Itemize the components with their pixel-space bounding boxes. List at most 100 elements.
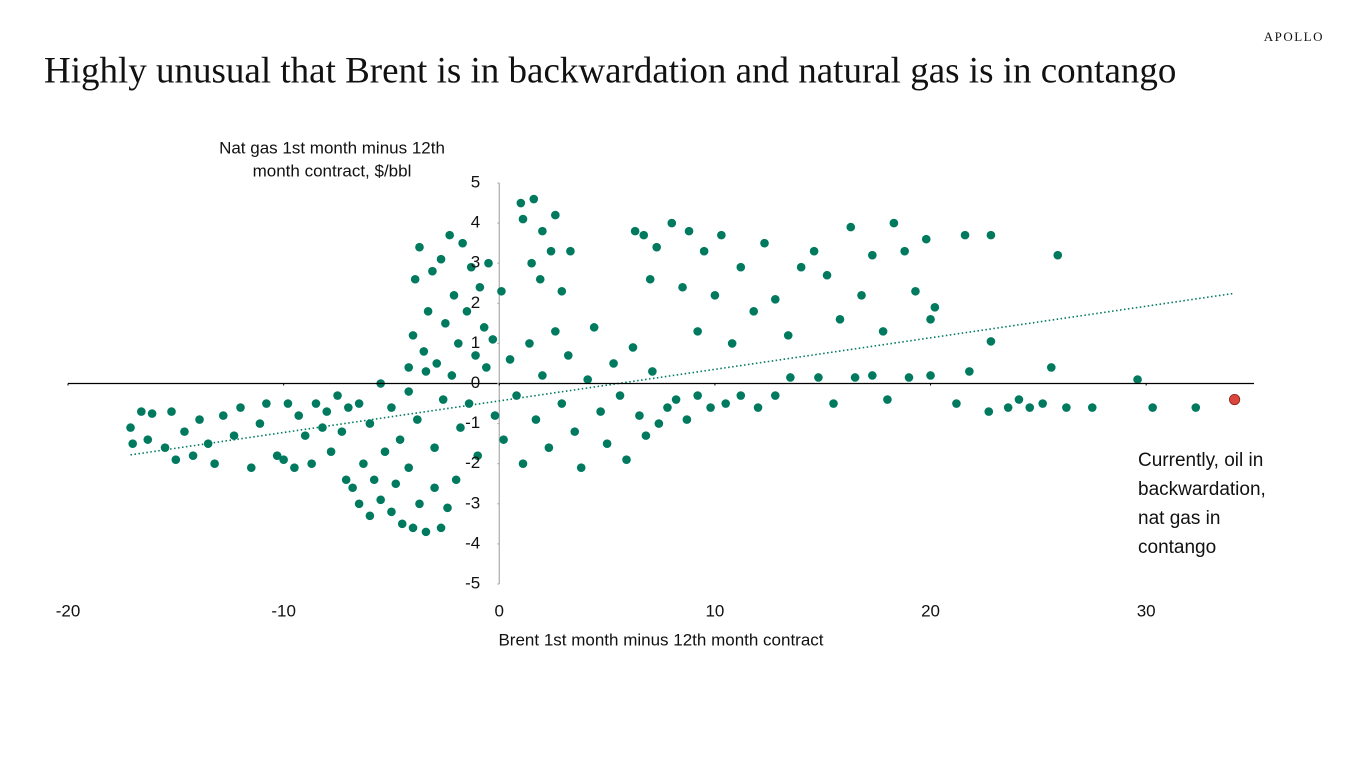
- data-point: [294, 411, 304, 420]
- data-point: [770, 391, 780, 400]
- data-point: [984, 407, 994, 416]
- data-point: [645, 274, 655, 284]
- data-point: [518, 459, 528, 469]
- data-point: [415, 499, 424, 509]
- y-tick-label: 4: [471, 213, 480, 232]
- data-point: [678, 282, 687, 292]
- data-point: [904, 373, 914, 382]
- data-point: [622, 455, 631, 464]
- data-point: [365, 511, 375, 521]
- data-point: [290, 463, 299, 473]
- data-point: [1053, 250, 1063, 260]
- data-point: [986, 337, 996, 346]
- data-point: [671, 395, 681, 404]
- data-point: [551, 210, 560, 220]
- data-point: [1003, 403, 1013, 412]
- data-point: [354, 499, 364, 509]
- data-point: [648, 367, 657, 376]
- data-point: [727, 339, 737, 348]
- data-point: [311, 399, 321, 408]
- data-point: [462, 307, 472, 316]
- data-point: [490, 411, 500, 420]
- data-point: [210, 459, 219, 469]
- data-point: [423, 307, 433, 316]
- data-point: [497, 286, 506, 296]
- data-point: [438, 395, 448, 404]
- x-axis-label: Brent 1st month minus 12th month contrac…: [498, 630, 823, 649]
- data-point: [449, 290, 459, 300]
- data-point: [436, 254, 446, 264]
- data-point: [609, 359, 618, 368]
- data-point: [421, 367, 431, 376]
- data-point: [1148, 403, 1157, 412]
- data-point: [527, 258, 536, 268]
- data-point: [419, 347, 429, 356]
- data-point: [354, 399, 364, 408]
- data-point: [516, 198, 526, 208]
- data-point: [857, 290, 866, 300]
- data-point: [736, 262, 746, 272]
- data-point: [753, 403, 763, 412]
- data-point: [443, 503, 452, 513]
- data-point: [387, 403, 396, 412]
- data-point: [850, 373, 860, 382]
- chart-title: Highly unusual that Brent is in backward…: [44, 50, 1176, 91]
- data-point: [441, 319, 450, 328]
- data-point: [391, 479, 401, 489]
- current-point: [1228, 393, 1241, 406]
- data-point: [365, 419, 375, 428]
- data-point: [1025, 403, 1035, 412]
- annotation-line: nat gas in: [1138, 508, 1220, 529]
- data-point: [706, 403, 715, 412]
- data-point: [889, 218, 899, 228]
- annotation-line: Currently, oil in: [1138, 450, 1263, 471]
- data-point: [255, 419, 265, 428]
- data-point: [471, 351, 480, 360]
- data-point: [195, 415, 204, 424]
- data-point: [445, 230, 454, 240]
- data-point: [1014, 395, 1024, 404]
- data-point: [488, 335, 498, 344]
- data-point: [628, 343, 638, 352]
- y-tick-label: -1: [465, 413, 480, 432]
- data-point: [525, 339, 534, 348]
- data-point: [682, 415, 692, 424]
- data-point: [484, 258, 493, 268]
- data-point: [430, 443, 439, 452]
- data-point: [380, 447, 390, 456]
- data-point: [544, 443, 554, 452]
- data-point: [344, 403, 353, 412]
- data-point: [246, 463, 256, 473]
- data-point: [736, 391, 746, 400]
- data-point: [466, 262, 476, 272]
- data-point: [283, 399, 293, 408]
- data-point: [143, 435, 153, 444]
- annotation: Currently, oil in backwardation, nat gas…: [1138, 450, 1266, 558]
- data-point: [589, 323, 599, 332]
- data-point: [868, 250, 877, 260]
- data-point: [428, 266, 437, 276]
- data-point: [1038, 399, 1047, 408]
- data-point: [147, 409, 157, 418]
- data-point: [218, 411, 228, 420]
- data-point: [926, 371, 935, 380]
- data-point: [566, 246, 575, 256]
- x-tick-label: 10: [705, 601, 724, 620]
- y-tick-label: 1: [471, 333, 480, 352]
- data-point: [348, 483, 357, 493]
- data-point: [883, 395, 892, 404]
- annotation-line: backwardation,: [1138, 479, 1266, 500]
- data-point: [557, 399, 567, 408]
- data-point: [128, 439, 137, 448]
- data-point: [326, 447, 336, 456]
- data-point: [639, 230, 649, 240]
- data-point: [583, 375, 592, 384]
- data-point: [684, 226, 694, 236]
- data-point: [1087, 403, 1097, 412]
- data-point: [786, 373, 795, 382]
- data-point: [641, 431, 651, 440]
- data-point: [814, 373, 823, 382]
- data-point: [413, 415, 422, 424]
- data-point: [829, 399, 838, 408]
- data-point: [699, 246, 709, 256]
